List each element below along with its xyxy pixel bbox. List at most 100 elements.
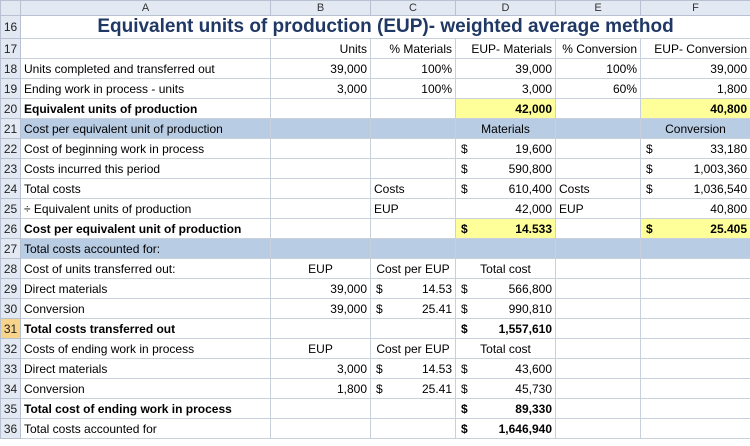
cell[interactable]: Units completed and transferred out xyxy=(20,58,271,79)
cell[interactable]: EUP xyxy=(270,338,371,359)
cell[interactable]: Cost per EUP xyxy=(370,338,456,359)
cell[interactable]: Cost per equivalent unit of production xyxy=(20,218,271,239)
cell[interactable] xyxy=(555,418,641,439)
cell[interactable]: % Materials xyxy=(370,38,456,59)
row-header[interactable]: 26 xyxy=(0,218,21,239)
cell[interactable]: 42,000 xyxy=(455,198,556,219)
column-header-d[interactable]: D xyxy=(455,0,556,16)
row-header[interactable]: 32 xyxy=(0,338,21,359)
cell[interactable] xyxy=(270,118,371,139)
row-header[interactable]: 20 xyxy=(0,98,21,119)
cell[interactable]: $45,730 xyxy=(455,378,556,399)
cell[interactable] xyxy=(370,238,456,259)
cell[interactable] xyxy=(640,398,750,419)
row-header-selected[interactable]: 31 xyxy=(0,318,21,339)
cell[interactable]: % Conversion xyxy=(555,38,641,59)
column-header-f[interactable]: F xyxy=(640,0,750,16)
cell[interactable]: 60% xyxy=(555,78,641,99)
cell[interactable]: Total cost xyxy=(455,258,556,279)
cell[interactable]: $25.405 xyxy=(640,218,750,239)
cell[interactable]: Costs incurred this period xyxy=(20,158,271,179)
cell[interactable] xyxy=(370,158,456,179)
cell[interactable]: Total costs xyxy=(20,178,271,199)
cell[interactable]: Total costs accounted for xyxy=(20,418,271,439)
cell[interactable] xyxy=(270,138,371,159)
cell[interactable]: 39,000 xyxy=(640,58,750,79)
cell[interactable]: 39,000 xyxy=(270,278,371,299)
cell[interactable]: 39,000 xyxy=(270,58,371,79)
row-header[interactable]: 22 xyxy=(0,138,21,159)
cell[interactable]: EUP- Conversion xyxy=(640,38,750,59)
cell[interactable]: 100% xyxy=(370,58,456,79)
column-header-b[interactable]: B xyxy=(270,0,371,16)
cell[interactable] xyxy=(555,318,641,339)
cell[interactable]: Conversion xyxy=(640,118,750,139)
cell[interactable] xyxy=(640,418,750,439)
row-header[interactable]: 28 xyxy=(0,258,21,279)
cell[interactable]: Total costs transferred out xyxy=(20,318,271,339)
cell[interactable]: Costs xyxy=(555,178,641,199)
row-header[interactable]: 35 xyxy=(0,398,21,419)
cell[interactable] xyxy=(555,298,641,319)
row-header[interactable]: 21 xyxy=(0,118,21,139)
cell[interactable]: $14.53 xyxy=(370,278,456,299)
cell[interactable]: $1,003,360 xyxy=(640,158,750,179)
sheet-title[interactable]: Equivalent units of production (EUP)- we… xyxy=(20,15,750,39)
cell[interactable]: Materials xyxy=(455,118,556,139)
cell[interactable]: 40,800 xyxy=(640,198,750,219)
cell[interactable]: 40,800 xyxy=(640,98,750,119)
cell[interactable] xyxy=(640,318,750,339)
cell[interactable]: Cost of units transferred out: xyxy=(20,258,271,279)
cell[interactable]: Total costs accounted for: xyxy=(20,238,271,259)
cell[interactable] xyxy=(640,278,750,299)
cell[interactable]: Direct materials xyxy=(20,278,271,299)
cell[interactable]: 39,000 xyxy=(270,298,371,319)
cell[interactable]: $590,800 xyxy=(455,158,556,179)
cell[interactable] xyxy=(270,178,371,199)
cell[interactable]: $14.533 xyxy=(455,218,556,239)
row-header[interactable]: 34 xyxy=(0,378,21,399)
cell[interactable] xyxy=(270,418,371,439)
cell[interactable]: Conversion xyxy=(20,378,271,399)
cell[interactable]: $990,810 xyxy=(455,298,556,319)
cell[interactable]: 3,000 xyxy=(270,358,371,379)
row-header[interactable]: 24 xyxy=(0,178,21,199)
cell[interactable]: Cost per equivalent unit of production xyxy=(20,118,271,139)
cell[interactable]: 39,000 xyxy=(455,58,556,79)
cell[interactable]: Conversion xyxy=(20,298,271,319)
cell[interactable]: $25.41 xyxy=(370,378,456,399)
row-header[interactable]: 25 xyxy=(0,198,21,219)
cell[interactable] xyxy=(370,418,456,439)
cell[interactable] xyxy=(270,398,371,419)
cell[interactable]: 1,800 xyxy=(270,378,371,399)
cell[interactable] xyxy=(555,118,641,139)
cell[interactable]: ÷ Equivalent units of production xyxy=(20,198,271,219)
row-header[interactable]: 29 xyxy=(0,278,21,299)
cell[interactable] xyxy=(270,98,371,119)
row-header[interactable]: 16 xyxy=(0,15,21,39)
cell[interactable]: 1,800 xyxy=(640,78,750,99)
cell[interactable] xyxy=(270,218,371,239)
cell[interactable]: $14.53 xyxy=(370,358,456,379)
cell[interactable] xyxy=(640,358,750,379)
cell[interactable]: 3,000 xyxy=(455,78,556,99)
cell[interactable] xyxy=(370,218,456,239)
cell[interactable] xyxy=(555,398,641,419)
cell[interactable]: Cost of beginning work in process xyxy=(20,138,271,159)
cell[interactable]: Total cost of ending work in process xyxy=(20,398,271,419)
cell[interactable] xyxy=(555,98,641,119)
cell[interactable] xyxy=(640,258,750,279)
cell[interactable] xyxy=(555,358,641,379)
cell[interactable]: 42,000 xyxy=(455,98,556,119)
select-all-corner[interactable] xyxy=(0,0,21,16)
cell[interactable] xyxy=(370,98,456,119)
cell[interactable]: Direct materials xyxy=(20,358,271,379)
cell[interactable]: $1,036,540 xyxy=(640,178,750,199)
row-header[interactable]: 17 xyxy=(0,38,21,59)
cell[interactable]: Total cost xyxy=(455,338,556,359)
column-header-c[interactable]: C xyxy=(370,0,456,16)
cell[interactable]: $89,330 xyxy=(455,398,556,419)
cell[interactable]: $1,557,610 xyxy=(455,318,556,339)
cell[interactable]: $19,600 xyxy=(455,138,556,159)
cell[interactable] xyxy=(270,158,371,179)
